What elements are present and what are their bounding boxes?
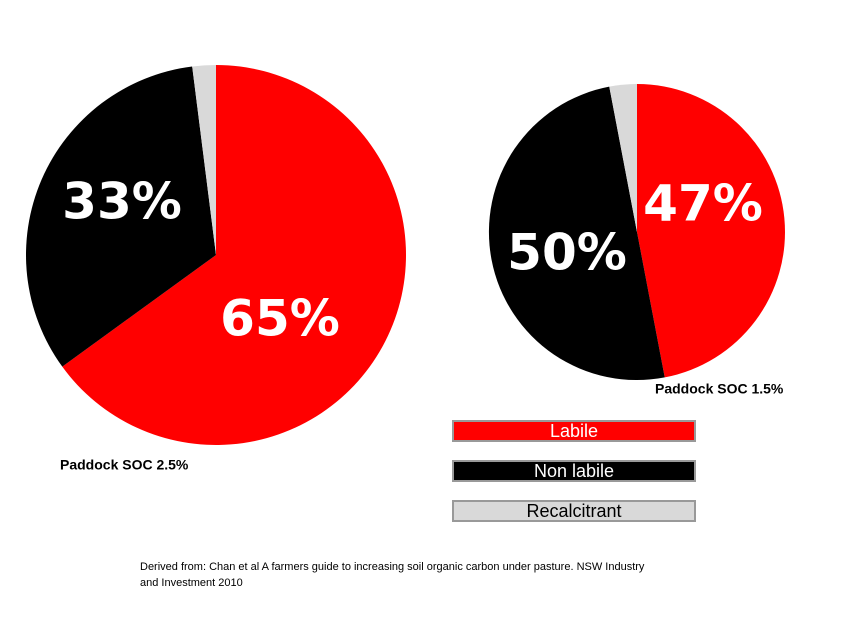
- legend-label: Labile: [550, 421, 598, 441]
- legend-swatch: [452, 500, 696, 522]
- pie-slice: [192, 65, 216, 255]
- chart-caption: Paddock SOC 1.5%: [655, 381, 784, 397]
- slice-label: 65%: [220, 290, 340, 348]
- pie-slice: [62, 65, 406, 445]
- slice-label: 47%: [643, 175, 763, 233]
- pie-slice: [25, 66, 217, 367]
- source-line: Derived from: Chan et al A farmers guide…: [140, 561, 645, 573]
- chart-caption: Paddock SOC 2.5%: [60, 457, 189, 473]
- slice-label: 33%: [62, 173, 182, 231]
- pie-slice: [637, 84, 785, 378]
- slice-label: 50%: [507, 224, 627, 282]
- legend-swatch: [452, 420, 696, 442]
- legend-label: Non labile: [534, 461, 614, 481]
- source-line: and Investment 2010: [140, 577, 243, 589]
- legend-swatch: [452, 460, 696, 482]
- pie-slice: [609, 84, 637, 232]
- pie-slice: [488, 86, 665, 381]
- legend-label: Recalcitrant: [526, 501, 621, 521]
